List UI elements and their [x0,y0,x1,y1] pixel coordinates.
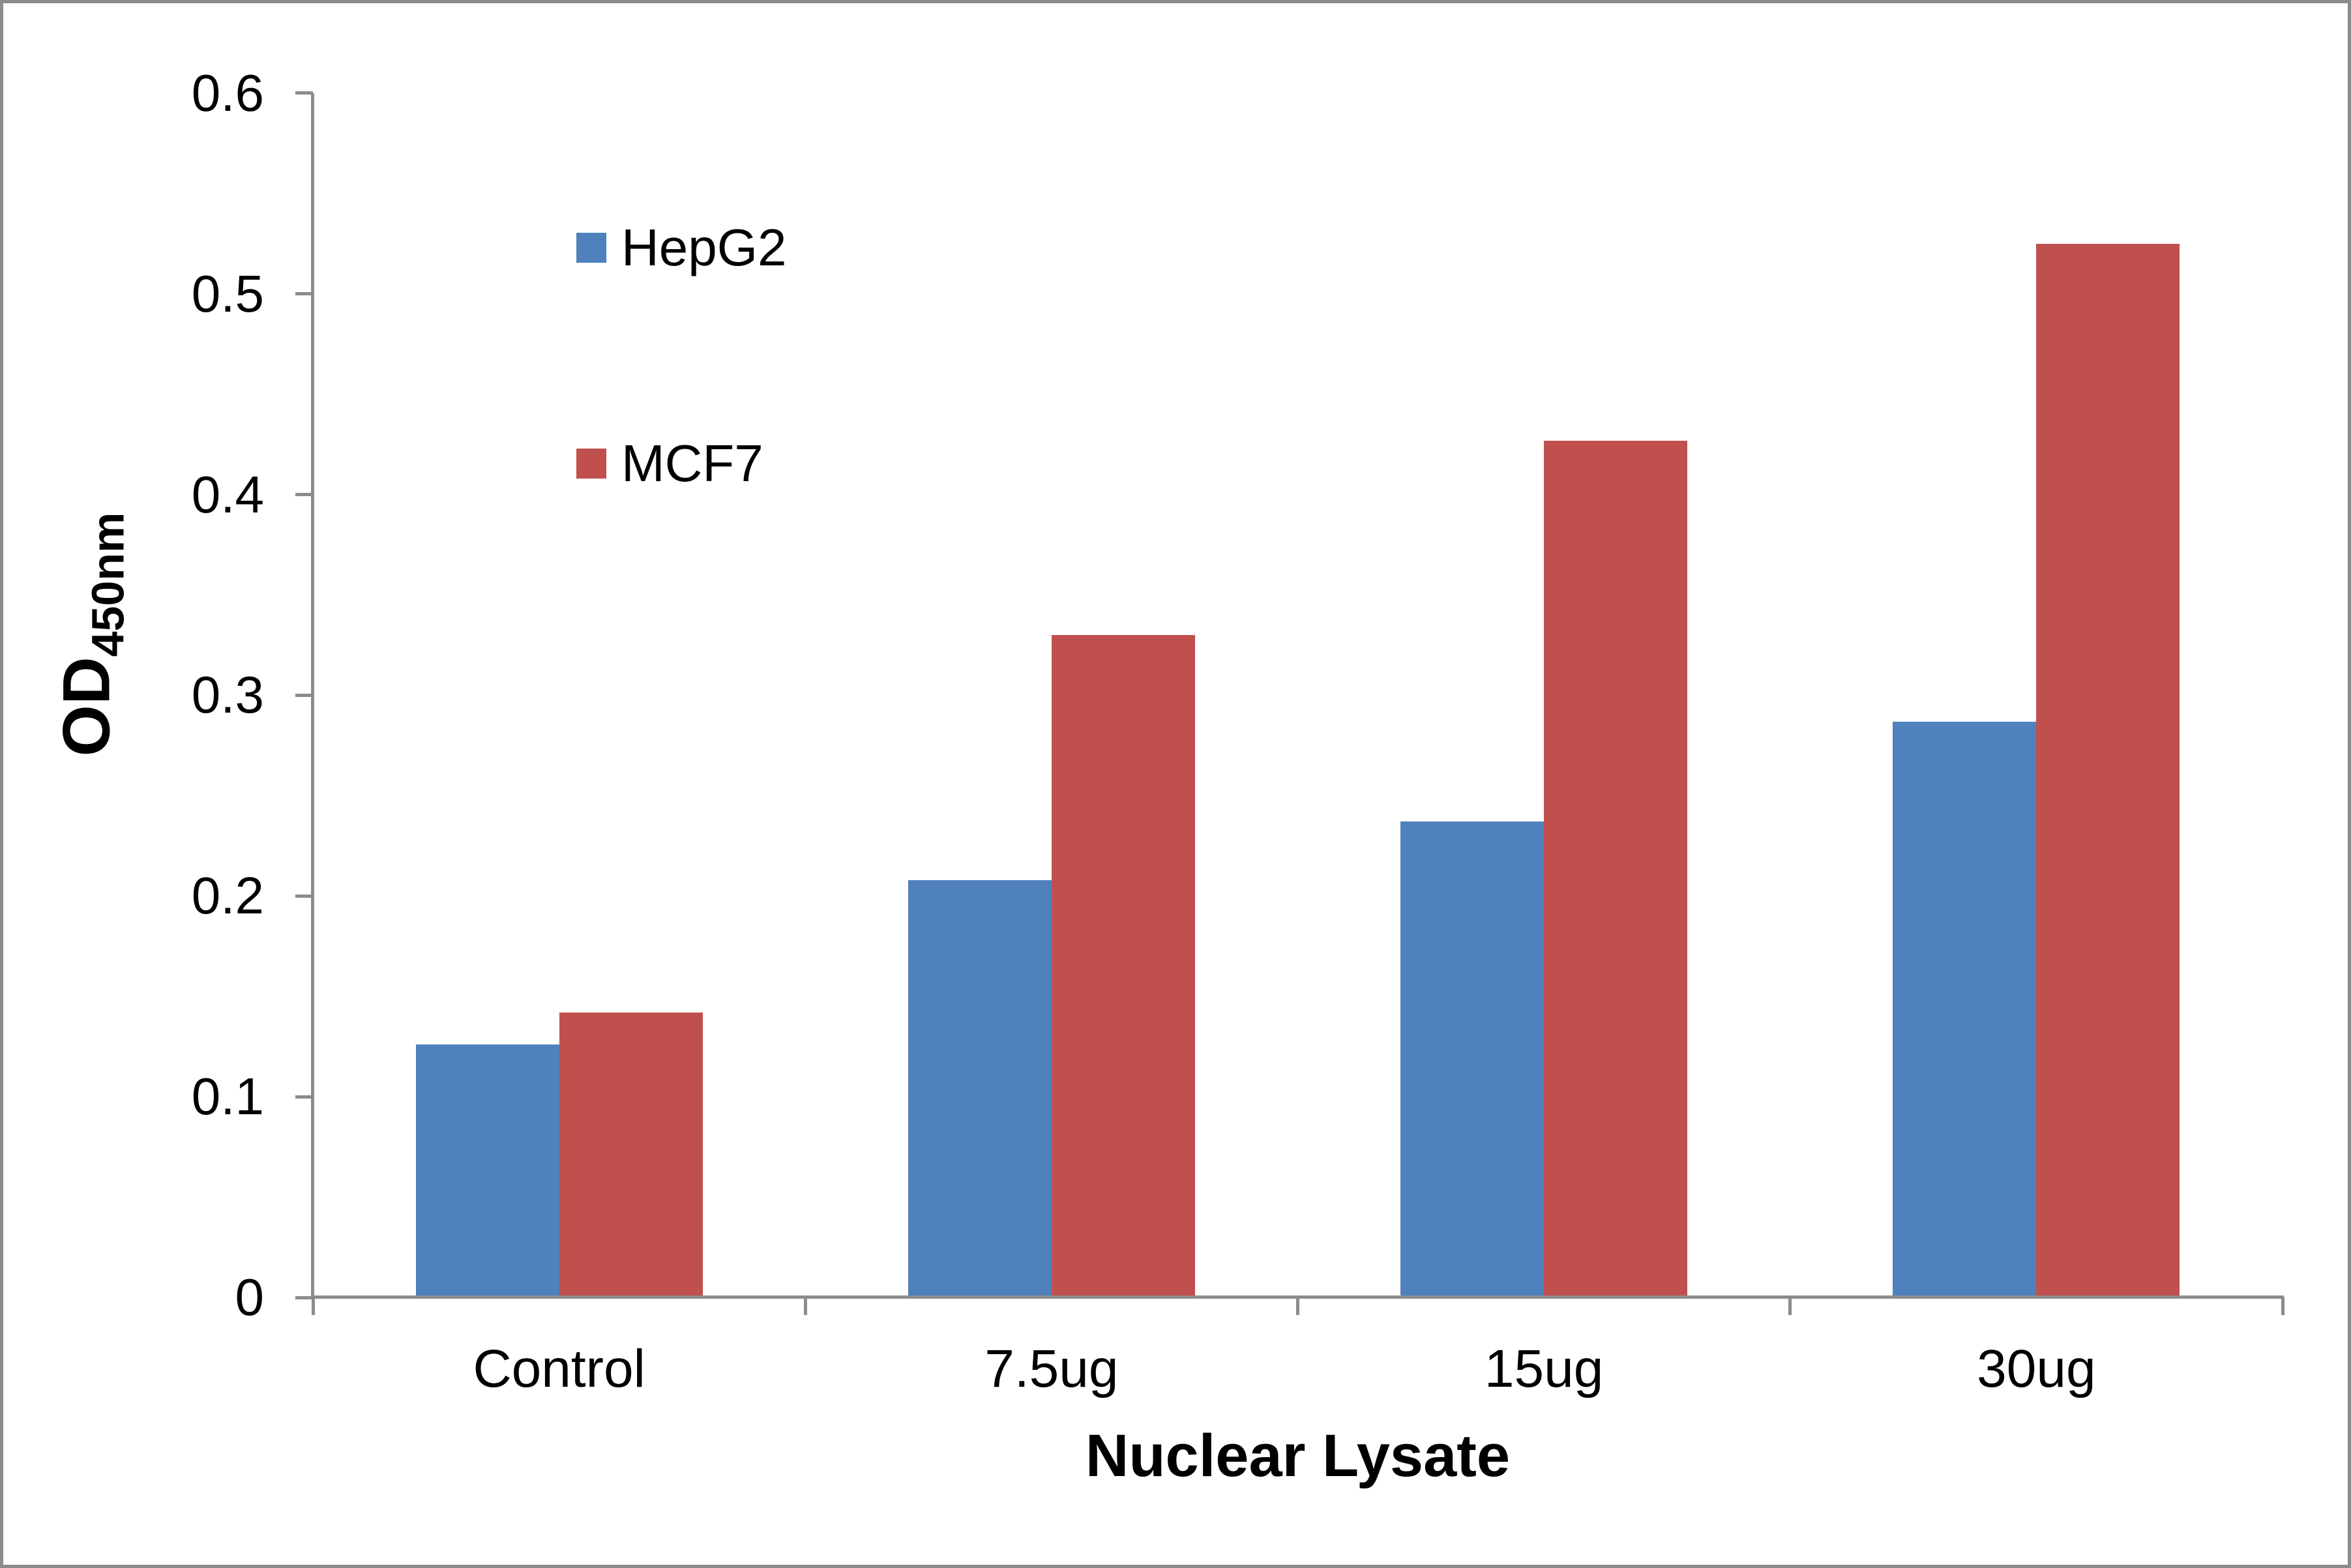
y-tick-label-0.6: 0.6 [191,64,264,122]
y-tick-mark-0.2 [295,895,313,898]
legend-swatch-mcf7 [576,449,606,479]
legend-label-hepg2: HepG2 [621,218,787,276]
y-tick-mark-0.5 [295,292,313,295]
y-tick-label-0.2: 0.2 [191,866,264,925]
y-axis-title-subscript: 450nm [82,512,134,657]
bar-hepg2-30ug [1893,721,2037,1297]
x-category-label-7.5ug: 7.5ug [984,1339,1119,1398]
bar-hepg2-control [415,1044,559,1297]
y-tick-mark-0.4 [295,493,313,496]
y-tick-mark-0.1 [295,1095,313,1099]
bar-mcf7-7.5ug [1051,635,1195,1297]
y-tick-label-0.3: 0.3 [191,666,264,724]
y-tick-mark-0.6 [295,91,313,95]
y-tick-mark-0 [295,1296,313,1299]
y-tick-label-0.5: 0.5 [191,265,264,323]
bar-hepg2-15ug [1400,821,1545,1297]
legend-label-mcf7: MCF7 [621,434,763,492]
y-tick-label-0.1: 0.1 [191,1067,264,1125]
bar-mcf7-control [559,1012,703,1297]
x-tick-mark-1 [804,1297,807,1315]
bar-mcf7-30ug [2036,243,2180,1297]
x-category-label-15ug: 15ug [1484,1339,1604,1398]
bar-mcf7-15ug [1544,440,1688,1297]
x-axis-title: Nuclear Lysate [1085,1423,1511,1489]
x-tick-mark-2 [1296,1297,1299,1315]
x-tick-mark-0 [312,1297,315,1315]
bar-hepg2-7.5ug [908,880,1052,1297]
y-tick-label-0: 0 [235,1268,265,1326]
x-axis-line [311,1295,2284,1299]
x-tick-mark-3 [1788,1297,1792,1315]
x-category-label-control: Control [473,1339,645,1398]
x-tick-mark-4 [2281,1297,2284,1315]
x-category-label-30ug: 30ug [1977,1339,2096,1398]
y-tick-mark-0.3 [295,694,313,697]
y-tick-label-0.4: 0.4 [191,466,264,524]
legend-swatch-hepg2 [576,233,606,263]
